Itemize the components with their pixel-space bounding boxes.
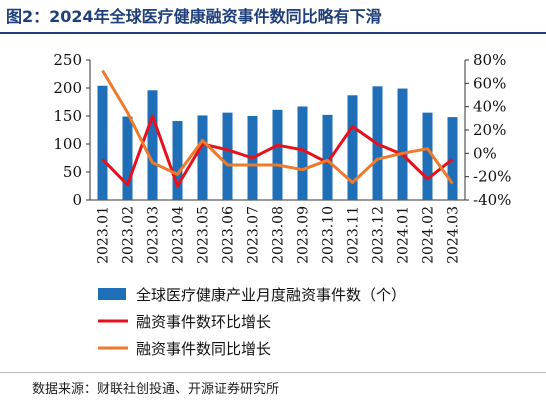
bar xyxy=(147,90,158,200)
bars xyxy=(97,85,458,200)
bar xyxy=(347,95,358,200)
bar xyxy=(322,114,333,200)
ticks: 0 50 100 150 200 250 -40% -20% 0% 20% 40% 60% 80% 202… xyxy=(53,51,511,264)
y-right-tick-label: 40% xyxy=(473,98,506,116)
bar xyxy=(197,115,208,200)
x-tick-label: 2023.10 xyxy=(321,206,337,264)
bar xyxy=(97,85,108,200)
x-tick-label: 2023.11 xyxy=(346,206,362,264)
bar xyxy=(122,116,133,200)
x-tick-label: 2023.05 xyxy=(196,206,212,264)
x-tick-label: 2023.09 xyxy=(296,206,312,264)
y-left-tick-label: 250 xyxy=(53,51,82,69)
y-left-tick-label: 150 xyxy=(53,107,82,125)
y-right-tick-label: 0% xyxy=(473,144,497,162)
legend-label: 融资事件数同比增长 xyxy=(136,340,271,358)
title-rule xyxy=(0,32,546,34)
source-note: 数据来源：财联社创投通、开源证券研究所 xyxy=(32,382,280,397)
y-right-tick-label: -20% xyxy=(473,168,511,186)
bar xyxy=(272,109,283,200)
x-tick-label: 2023.07 xyxy=(246,206,262,264)
y-left-tick-label: 200 xyxy=(53,79,82,97)
y-right-tick-label: 80% xyxy=(473,51,506,69)
series-line xyxy=(101,69,454,185)
x-tick-label: 2023.02 xyxy=(121,206,137,264)
chart-title: 图2：2024年全球医疗健康融资事件数同比略有下滑 xyxy=(6,7,382,26)
x-tick-label: 2023.08 xyxy=(271,206,287,264)
x-tick-label: 2023.06 xyxy=(221,206,237,264)
legend-swatch xyxy=(98,288,126,300)
bar xyxy=(172,121,183,200)
y-left-tick-label: 100 xyxy=(53,135,82,153)
x-tick-label: 2023.04 xyxy=(171,206,187,264)
series-line xyxy=(101,114,454,188)
bar xyxy=(422,112,433,200)
x-tick-label: 2023.01 xyxy=(96,206,112,264)
x-tick-label: 2023.03 xyxy=(146,206,162,264)
y-right-tick-label: -40% xyxy=(473,191,511,209)
legend-label: 全球医疗健康产业月度融资事件数（个） xyxy=(136,286,406,304)
y-left-tick-label: 50 xyxy=(63,163,82,181)
y-right-tick-label: 20% xyxy=(473,121,506,139)
footer-rule xyxy=(0,372,546,373)
x-tick-label: 2024.03 xyxy=(446,206,462,264)
x-tick-label: 2024.02 xyxy=(421,206,437,264)
x-tick-label: 2023.12 xyxy=(371,206,387,264)
bar xyxy=(397,88,408,200)
y-left-tick-label: 0 xyxy=(72,191,82,209)
lines xyxy=(101,69,454,188)
bar xyxy=(447,117,458,200)
bar xyxy=(222,112,233,200)
x-tick-label: 2024.01 xyxy=(396,206,412,264)
chart: 0 50 100 150 200 250 -40% -20% 0% 20% 40% 60% 80% 202… xyxy=(53,51,511,358)
legend-label: 融资事件数环比增长 xyxy=(136,313,271,331)
y-right-tick-label: 60% xyxy=(473,74,506,92)
bar xyxy=(297,106,308,200)
